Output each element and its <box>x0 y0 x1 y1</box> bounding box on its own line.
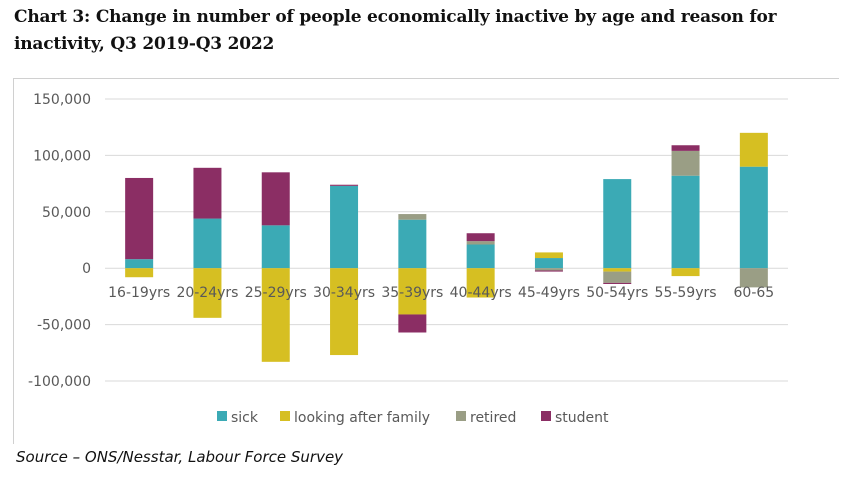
bar-sick-35-39yrs <box>398 219 427 269</box>
x-tick-label: 35-39yrs <box>381 285 443 301</box>
bar-looking-after-family-16-19yrs <box>125 268 154 278</box>
bar-looking-after-family-20-24yrs <box>193 268 222 318</box>
bar-sick-60-65 <box>739 166 768 269</box>
bar-looking-after-family-40-44yrs <box>466 268 495 298</box>
x-tick-label: 16-19yrs <box>108 285 170 301</box>
bar-looking-after-family-35-39yrs <box>398 268 427 315</box>
y-tick-label: -50,000 <box>37 318 91 334</box>
legend: sick looking after family retired student <box>217 410 609 426</box>
bar-student-25-29yrs <box>261 172 290 226</box>
bar-looking-after-family-60-65 <box>739 132 768 167</box>
bar-looking-after-family-55-59yrs <box>671 268 700 277</box>
legend-item-looking-after-family: looking after family <box>280 410 430 426</box>
legend-swatch <box>217 411 227 421</box>
legend-item-retired: retired <box>456 410 516 426</box>
bar-student-40-44yrs <box>466 233 495 242</box>
y-tick-label: 150,000 <box>33 92 91 108</box>
bar-retired-45-49yrs <box>534 268 563 271</box>
bar-sick-55-59yrs <box>671 175 700 269</box>
legend-item-sick: sick <box>217 410 259 426</box>
bar-student-20-24yrs <box>193 167 222 219</box>
bar-retired-40-44yrs <box>466 241 495 245</box>
bar-retired-60-65 <box>739 268 768 288</box>
legend-label: retired <box>470 410 516 426</box>
x-tick-label: 45-49yrs <box>518 285 580 301</box>
bar-sick-45-49yrs <box>534 258 563 269</box>
bar-sick-50-54yrs <box>603 179 632 269</box>
bar-sick-40-44yrs <box>466 244 495 269</box>
bar-looking-after-family-45-49yrs <box>534 252 563 259</box>
chart-title: Chart 3: Change in number of people econ… <box>14 7 777 54</box>
bar-student-45-49yrs <box>534 270 563 272</box>
y-tick-label: 0 <box>82 261 91 277</box>
bar-sick-16-19yrs <box>125 259 154 269</box>
bar-sick-20-24yrs <box>193 218 222 269</box>
bar-student-35-39yrs <box>398 314 427 333</box>
x-tick-label: 50-54yrs <box>586 285 648 301</box>
bar-student-16-19yrs <box>125 177 154 260</box>
bar-student-50-54yrs <box>603 282 632 284</box>
bar-student-55-59yrs <box>671 145 700 151</box>
legend-swatch <box>456 411 466 421</box>
bar-sick-30-34yrs <box>330 185 359 269</box>
bar-retired-50-54yrs <box>603 271 632 283</box>
bar-retired-35-39yrs <box>398 214 427 220</box>
source-note: Source – ONS/Nesstar, Labour Force Surve… <box>16 448 344 466</box>
bar-sick-25-29yrs <box>261 225 290 269</box>
y-axis: 150,000 100,000 50,000 0 -50,000 -100,000 <box>28 92 91 390</box>
bar-student-30-34yrs <box>330 184 359 186</box>
y-tick-label: 100,000 <box>33 148 91 164</box>
x-tick-label: 60-65 <box>734 285 775 301</box>
x-tick-label: 30-34yrs <box>313 285 375 301</box>
legend-label: looking after family <box>294 410 430 426</box>
legend-label: sick <box>231 410 259 426</box>
legend-swatch <box>280 411 290 421</box>
x-axis: 16-19yrs 20-24yrs 25-29yrs 30-34yrs 35-39yrs… <box>108 285 774 301</box>
x-tick-label: 40-44yrs <box>450 285 512 301</box>
bar-looking-after-family-30-34yrs <box>330 268 359 356</box>
x-tick-label: 20-24yrs <box>176 285 238 301</box>
chart-frame <box>13 78 839 444</box>
legend-item-student: student <box>541 410 609 426</box>
y-tick-label: -100,000 <box>28 374 91 390</box>
bars <box>125 132 768 362</box>
bar-looking-after-family-25-29yrs <box>261 268 290 362</box>
x-tick-label: 55-59yrs <box>655 285 717 301</box>
y-tick-label: 50,000 <box>42 205 91 221</box>
x-tick-label: 25-29yrs <box>245 285 307 301</box>
legend-swatch <box>541 411 551 421</box>
bar-retired-55-59yrs <box>671 150 700 176</box>
bar-looking-after-family-50-54yrs <box>603 268 632 272</box>
legend-label: student <box>555 410 609 426</box>
